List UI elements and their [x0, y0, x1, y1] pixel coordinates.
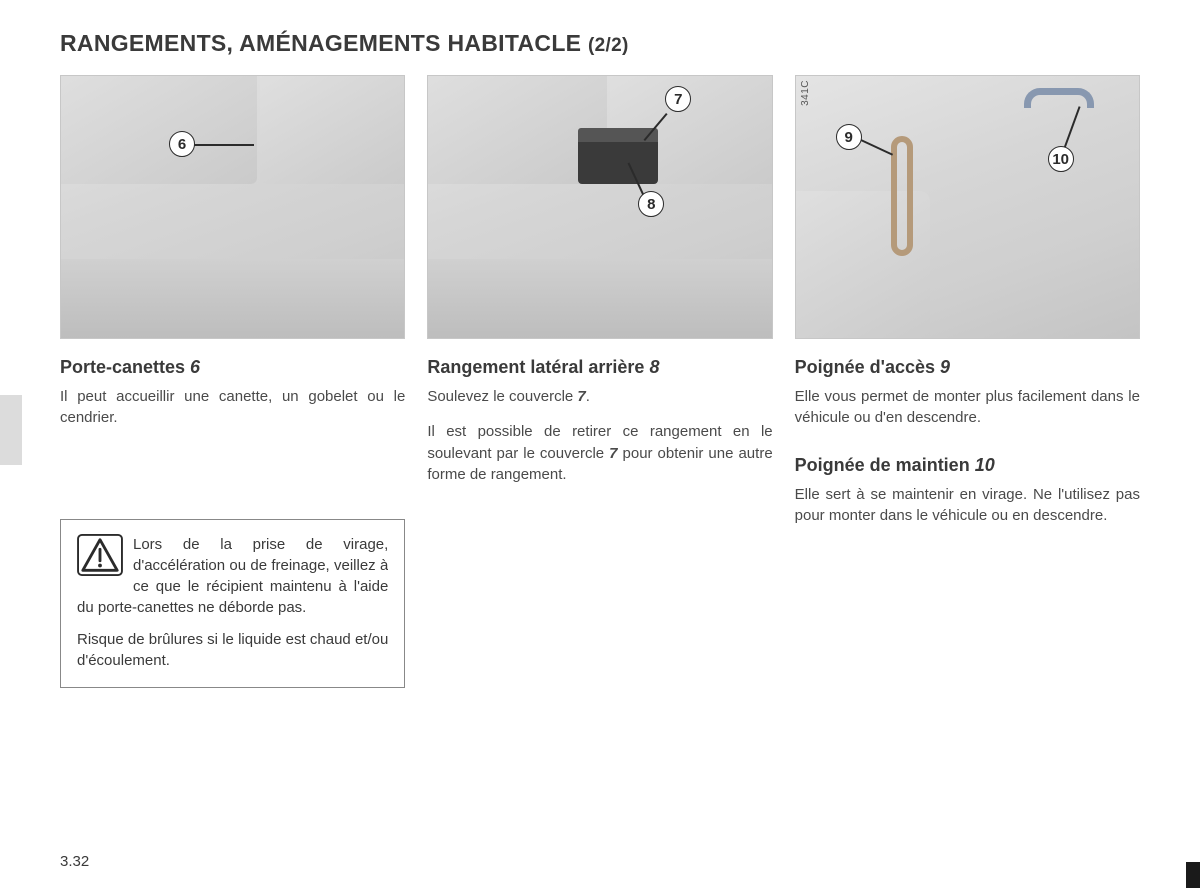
para-poignee-acces: Elle vous permet de monter plus facileme…: [795, 386, 1140, 429]
heading-poignee-maintien: Poignée de maintien 10: [795, 455, 1140, 476]
warning-p2: Risque de brûlures si le liquide est cha…: [77, 629, 388, 672]
warning-p1: Lors de la prise de virage, d'accélérati…: [77, 536, 388, 617]
heading-ref: 10: [975, 455, 995, 475]
page: RANGEMENTS, AMÉNAGEMENTS HABITACLE (2/2)…: [0, 0, 1200, 888]
callout-9: 9: [836, 124, 862, 150]
column-right: 341C 9 10 Poignée d'accès 9 Elle vous pe…: [795, 75, 1140, 688]
edge-mark: [1186, 862, 1200, 888]
para-soulevez: Soulevez le couvercle 7.: [427, 386, 772, 407]
heading-text: Rangement latéral arrière: [427, 357, 649, 377]
callout-10: 10: [1048, 146, 1074, 172]
figure-poignees: 341C 9 10: [795, 75, 1140, 339]
figure-rangement-lateral: 338Aa 7 8: [427, 75, 772, 339]
para-retirer: Il est possible de retirer ce rangement …: [427, 421, 772, 485]
para-porte-canettes: Il peut accueillir une canette, un gobel…: [60, 386, 405, 429]
para-poignee-maintien: Elle sert à se maintenir en virage. Ne l…: [795, 484, 1140, 527]
warning-icon: [77, 534, 123, 576]
figure-code: 341C: [800, 80, 811, 106]
heading-ref: 8: [649, 357, 659, 377]
page-number: 3.32: [60, 853, 89, 870]
callout-6: 6: [169, 131, 195, 157]
heading-porte-canettes: Porte-canettes 6: [60, 357, 405, 378]
heading-text: Poignée de maintien: [795, 455, 975, 475]
heading-poignee-acces: Poignée d'accès 9: [795, 357, 1140, 378]
column-middle: 338Aa 7 8 Rangement latéral arrière 8 So…: [427, 75, 772, 688]
warning-box: Lors de la prise de virage, d'accélérati…: [60, 519, 405, 689]
heading-rangement-lateral: Rangement latéral arrière 8: [427, 357, 772, 378]
heading-text: Porte-canettes: [60, 357, 190, 377]
heading-ref: 6: [190, 357, 200, 377]
heading-text: Poignée d'accès: [795, 357, 940, 377]
column-left: 338C 6 Porte-canettes 6 Il peut accueill…: [60, 75, 405, 688]
heading-ref: 9: [940, 357, 950, 377]
content-columns: 338C 6 Porte-canettes 6 Il peut accueill…: [60, 75, 1140, 688]
title-pager: (2/2): [588, 35, 629, 56]
figure-porte-canettes: 338C 6: [60, 75, 405, 339]
page-title: RANGEMENTS, AMÉNAGEMENTS HABITACLE (2/2): [60, 30, 1140, 57]
callout-8: 8: [638, 191, 664, 217]
title-main: RANGEMENTS, AMÉNAGEMENTS HABITACLE: [60, 30, 588, 56]
